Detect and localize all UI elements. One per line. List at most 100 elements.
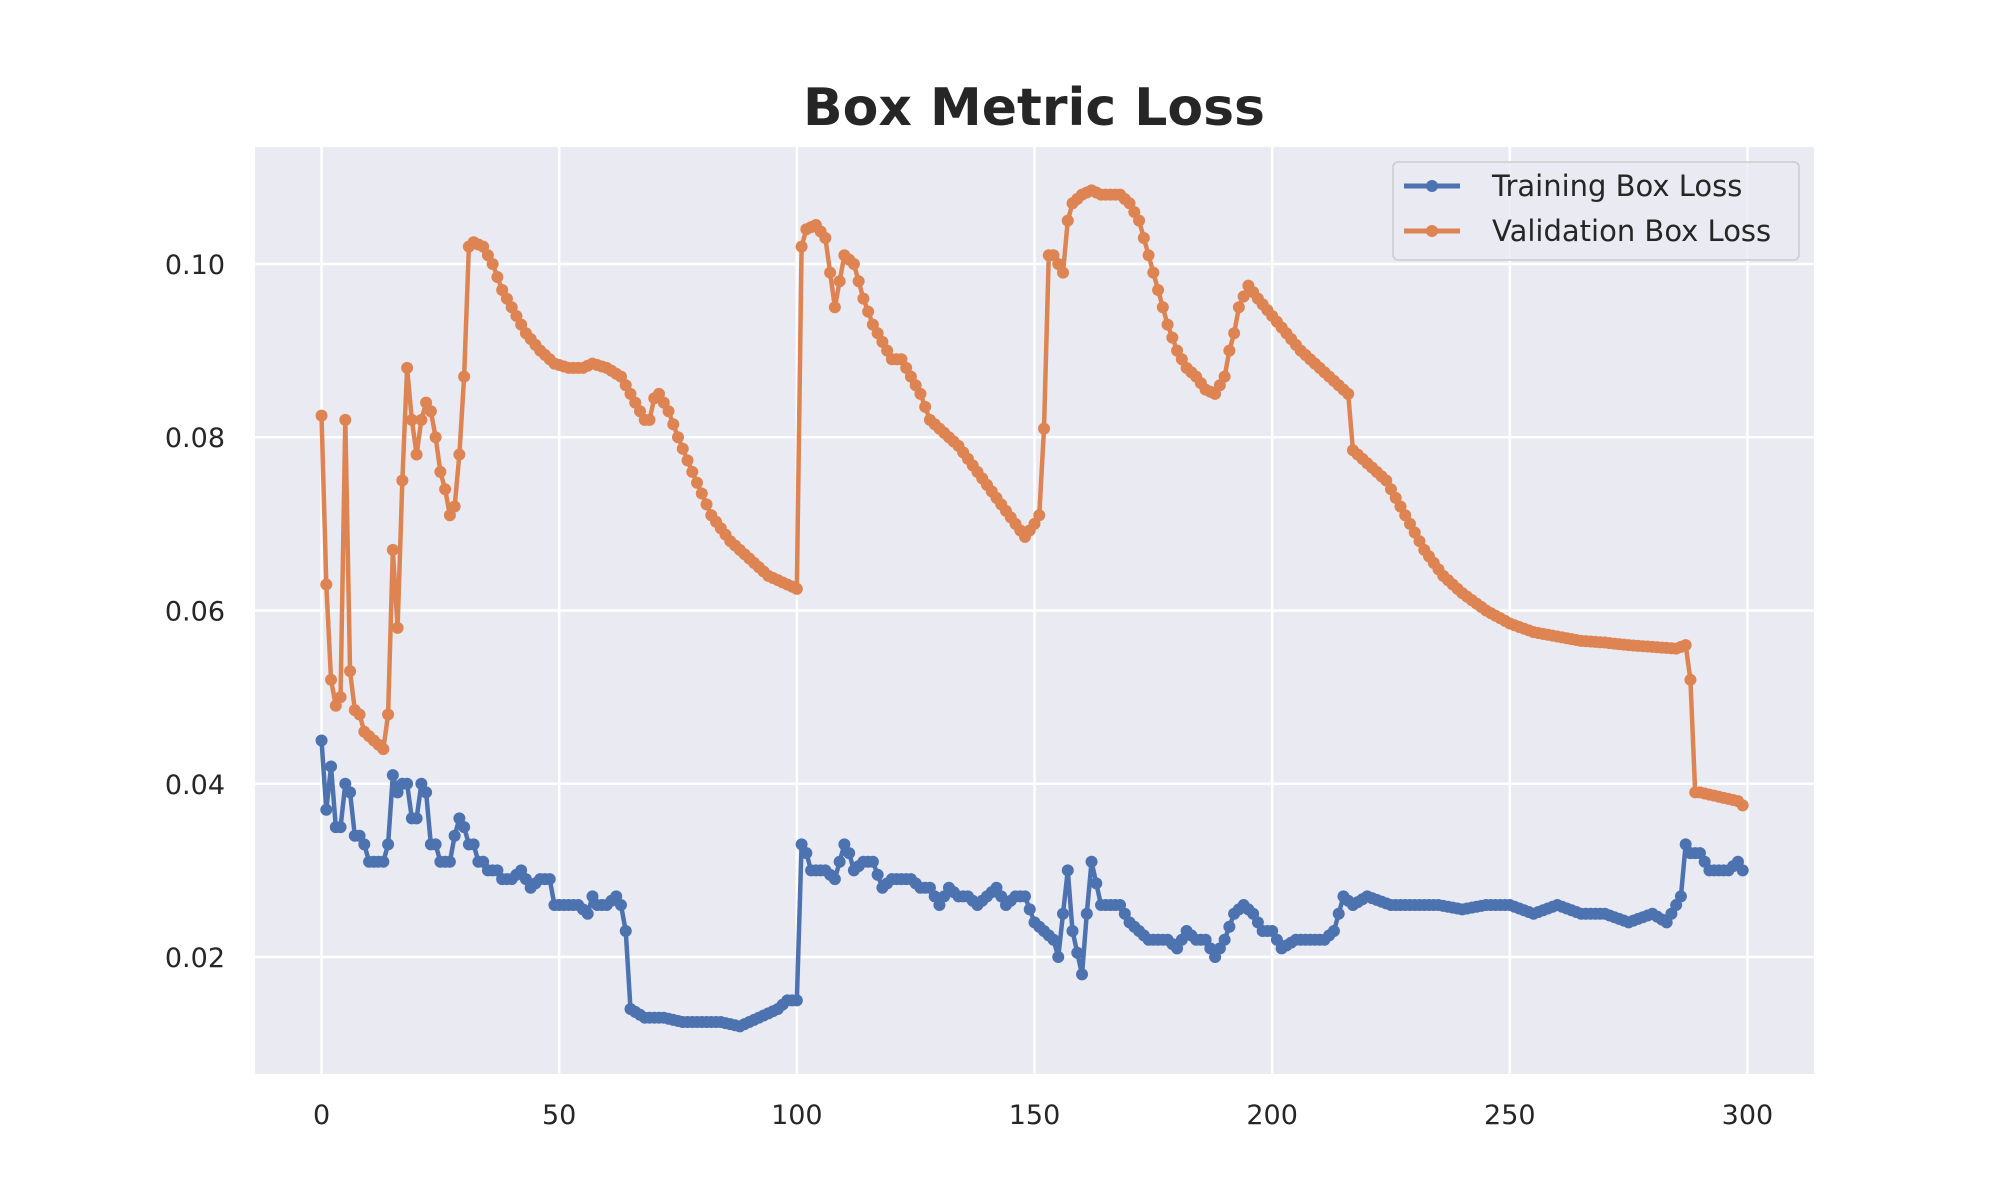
data-point (790, 582, 803, 595)
data-point (1076, 968, 1089, 981)
data-point (795, 240, 808, 253)
data-point (662, 405, 675, 418)
data-point (619, 925, 632, 938)
x-tick-label: 50 (542, 1100, 576, 1131)
data-point (1061, 864, 1074, 877)
data-point (1161, 318, 1174, 331)
data-point (1057, 907, 1070, 920)
data-point (453, 448, 466, 461)
legend-marker-validation (1426, 225, 1438, 237)
data-point (871, 868, 884, 881)
data-point (443, 855, 456, 868)
data-point (358, 838, 371, 851)
data-point (401, 361, 414, 374)
data-point (448, 829, 461, 842)
x-tick-label: 300 (1722, 1100, 1774, 1131)
data-point (1736, 799, 1749, 812)
data-point (1137, 231, 1150, 244)
data-point (691, 476, 704, 489)
data-point (1071, 946, 1084, 959)
data-point (439, 483, 452, 496)
data-point (424, 405, 437, 418)
data-point (320, 803, 333, 816)
data-point (1038, 422, 1051, 435)
y-tick-label: 0.02 (165, 943, 225, 974)
series-training-box-loss (315, 734, 1749, 1033)
data-point (914, 387, 927, 400)
data-point (320, 578, 333, 591)
data-point (405, 413, 418, 426)
data-point (1133, 214, 1146, 227)
data-point (434, 465, 447, 478)
data-point (396, 474, 409, 487)
data-point (486, 257, 499, 270)
data-point (386, 543, 399, 556)
series-layer (315, 184, 1749, 1033)
legend: Training Box Loss Validation Box Loss (1392, 161, 1800, 261)
data-point (824, 266, 837, 279)
data-point (681, 454, 694, 467)
x-tick-label: 100 (771, 1100, 823, 1131)
data-point (862, 305, 875, 318)
data-point (1085, 855, 1098, 868)
legend-marker-training (1426, 180, 1438, 192)
data-point (857, 292, 870, 305)
data-point (377, 855, 390, 868)
data-point (1218, 370, 1231, 383)
data-point (672, 431, 685, 444)
data-point (828, 873, 841, 886)
x-tick-label: 200 (1246, 1100, 1298, 1131)
x-tick-label: 150 (1009, 1100, 1061, 1131)
data-point (1066, 925, 1079, 938)
legend-label-training: Training Box Loss (1491, 169, 1742, 203)
data-point (1147, 266, 1160, 279)
data-point (377, 743, 390, 756)
data-point (614, 899, 627, 912)
data-point (1684, 673, 1697, 686)
data-point (1166, 331, 1179, 344)
data-point (429, 838, 442, 851)
data-point (1237, 290, 1250, 303)
data-point (401, 777, 414, 790)
data-point (339, 413, 352, 426)
data-point (410, 448, 423, 461)
y-tick-label: 0.10 (165, 250, 225, 281)
series-validation-box-loss (315, 184, 1749, 812)
data-point (1047, 933, 1060, 946)
data-point (1228, 327, 1241, 340)
data-point (847, 257, 860, 270)
data-point (353, 708, 366, 721)
data-point (833, 275, 846, 288)
data-point (1152, 283, 1165, 296)
legend-label-validation: Validation Box Loss (1492, 214, 1771, 248)
data-point (410, 812, 423, 825)
data-point (382, 838, 395, 851)
data-point (415, 413, 428, 426)
data-point (1142, 249, 1155, 262)
grid-lines (255, 147, 1814, 1074)
data-point (344, 665, 357, 678)
data-point (1327, 925, 1340, 938)
data-point (1674, 890, 1687, 903)
data-point (828, 301, 841, 314)
data-point (866, 855, 879, 868)
data-point (1033, 509, 1046, 522)
data-point (1061, 214, 1074, 227)
data-point (1090, 877, 1103, 890)
data-point (315, 734, 328, 747)
data-point (448, 500, 461, 513)
y-tick-label: 0.06 (165, 597, 225, 628)
data-point (1342, 387, 1355, 400)
data-point (315, 409, 328, 422)
data-point (676, 442, 689, 455)
data-point (1057, 266, 1070, 279)
data-point (458, 821, 471, 834)
y-tick-label: 0.04 (165, 770, 225, 801)
data-point (1332, 907, 1345, 920)
x-tick-label: 250 (1484, 1100, 1536, 1131)
data-point (919, 400, 932, 413)
y-tick-label: 0.08 (165, 423, 225, 454)
data-point (467, 838, 480, 851)
x-tick-label: 0 (313, 1100, 330, 1131)
